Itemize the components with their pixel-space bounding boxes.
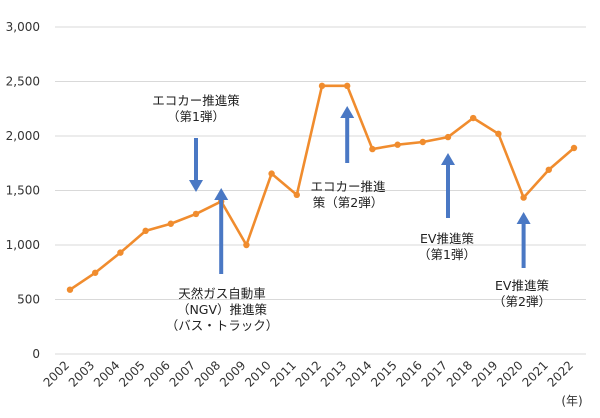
data-point bbox=[66, 286, 74, 293]
y-tick-label: 1,000 bbox=[6, 238, 40, 252]
x-tick-label: 2017 bbox=[419, 358, 450, 389]
x-tick-label: 2007 bbox=[167, 358, 198, 389]
annotation-text: （バス・トラック） bbox=[166, 318, 279, 333]
x-axis-unit-label: (年) bbox=[561, 394, 582, 408]
x-tick-label: 2015 bbox=[368, 358, 399, 389]
data-point bbox=[520, 194, 527, 201]
data-point bbox=[268, 170, 275, 177]
data-point bbox=[419, 138, 426, 146]
x-tick-label: 2016 bbox=[393, 358, 424, 389]
arrow-head-up bbox=[441, 153, 455, 165]
x-tick-label: 2022 bbox=[545, 358, 576, 389]
grid-lines bbox=[55, 26, 586, 355]
series bbox=[66, 82, 578, 293]
data-point bbox=[444, 133, 452, 141]
arrow-head-down bbox=[189, 180, 203, 192]
data-point bbox=[117, 249, 124, 256]
arrow-shaft bbox=[219, 200, 224, 274]
data-point bbox=[167, 220, 174, 227]
y-tick-label: 2,000 bbox=[6, 129, 40, 143]
y-tick-label: 3,000 bbox=[6, 20, 40, 34]
data-point bbox=[293, 191, 300, 199]
y-tick-label: 1,500 bbox=[6, 184, 40, 198]
data-point bbox=[394, 141, 401, 148]
annotation-text: 天然ガス自動車 bbox=[178, 286, 266, 301]
arrow-shaft bbox=[194, 138, 198, 180]
x-tick-label: 2011 bbox=[267, 358, 298, 389]
x-tick-label: 2008 bbox=[192, 358, 223, 389]
y-tick-label: 500 bbox=[17, 293, 40, 307]
data-point bbox=[142, 227, 149, 235]
annotation-text: （第1弾） bbox=[167, 109, 225, 124]
x-tick-label: 2019 bbox=[469, 358, 500, 389]
x-tick-label: 2021 bbox=[519, 358, 550, 389]
data-point bbox=[545, 166, 552, 173]
data-point bbox=[470, 114, 477, 122]
annotation-text: エコカー推進策 bbox=[152, 93, 240, 108]
arrow-head-up bbox=[516, 212, 531, 224]
data-point bbox=[243, 241, 250, 249]
arrow-head-up bbox=[340, 106, 355, 118]
data-point bbox=[192, 210, 200, 218]
annotation-text: EV推進策 bbox=[495, 278, 549, 293]
data-point bbox=[495, 130, 502, 138]
x-tick-label: 2006 bbox=[141, 358, 172, 389]
x-tick-label: 2012 bbox=[293, 358, 324, 389]
data-point bbox=[92, 269, 99, 276]
x-tick-label: 2004 bbox=[91, 358, 122, 389]
data-point bbox=[570, 144, 578, 152]
x-tick-label: 2003 bbox=[66, 358, 97, 389]
data-point bbox=[369, 145, 376, 153]
x-tick-label: 2018 bbox=[444, 358, 475, 389]
x-tick-label: 2009 bbox=[217, 358, 248, 389]
data-point bbox=[318, 82, 326, 90]
x-tick-label: 2010 bbox=[242, 358, 273, 389]
annotation-text: （第2弾） bbox=[493, 294, 551, 309]
x-tick-label: 2005 bbox=[116, 358, 147, 389]
x-tick-label: 2013 bbox=[318, 358, 349, 389]
arrow-shaft bbox=[521, 224, 526, 268]
x-axis-ticks: 2002200320042005200620072008200920102011… bbox=[41, 358, 576, 389]
annotation-text: （第1弾） bbox=[418, 247, 476, 262]
annotation-text: エコカー推進 bbox=[310, 179, 386, 194]
annotation-text: （NGV）推進策 bbox=[177, 302, 268, 317]
annotation-text: 策（第2弾） bbox=[313, 195, 383, 210]
x-tick-label: 2002 bbox=[41, 358, 72, 389]
arrow-shaft bbox=[345, 118, 350, 163]
annotations: エコカー推進策（第1弾）天然ガス自動車（NGV）推進策（バス・トラック）エコカー… bbox=[152, 93, 551, 333]
annotation-text: EV推進策 bbox=[420, 231, 474, 246]
x-tick-label: 2020 bbox=[494, 358, 525, 389]
arrow-head-up bbox=[214, 188, 229, 200]
y-axis-ticks: 0 500 1,000 1,500 2,000 2,500 3,000 bbox=[6, 20, 40, 361]
arrow-shaft bbox=[446, 165, 450, 218]
y-tick-label: 2,500 bbox=[6, 75, 40, 89]
x-tick-label: 2014 bbox=[343, 358, 374, 389]
y-tick-label: 0 bbox=[32, 347, 40, 361]
data-point bbox=[344, 82, 351, 90]
